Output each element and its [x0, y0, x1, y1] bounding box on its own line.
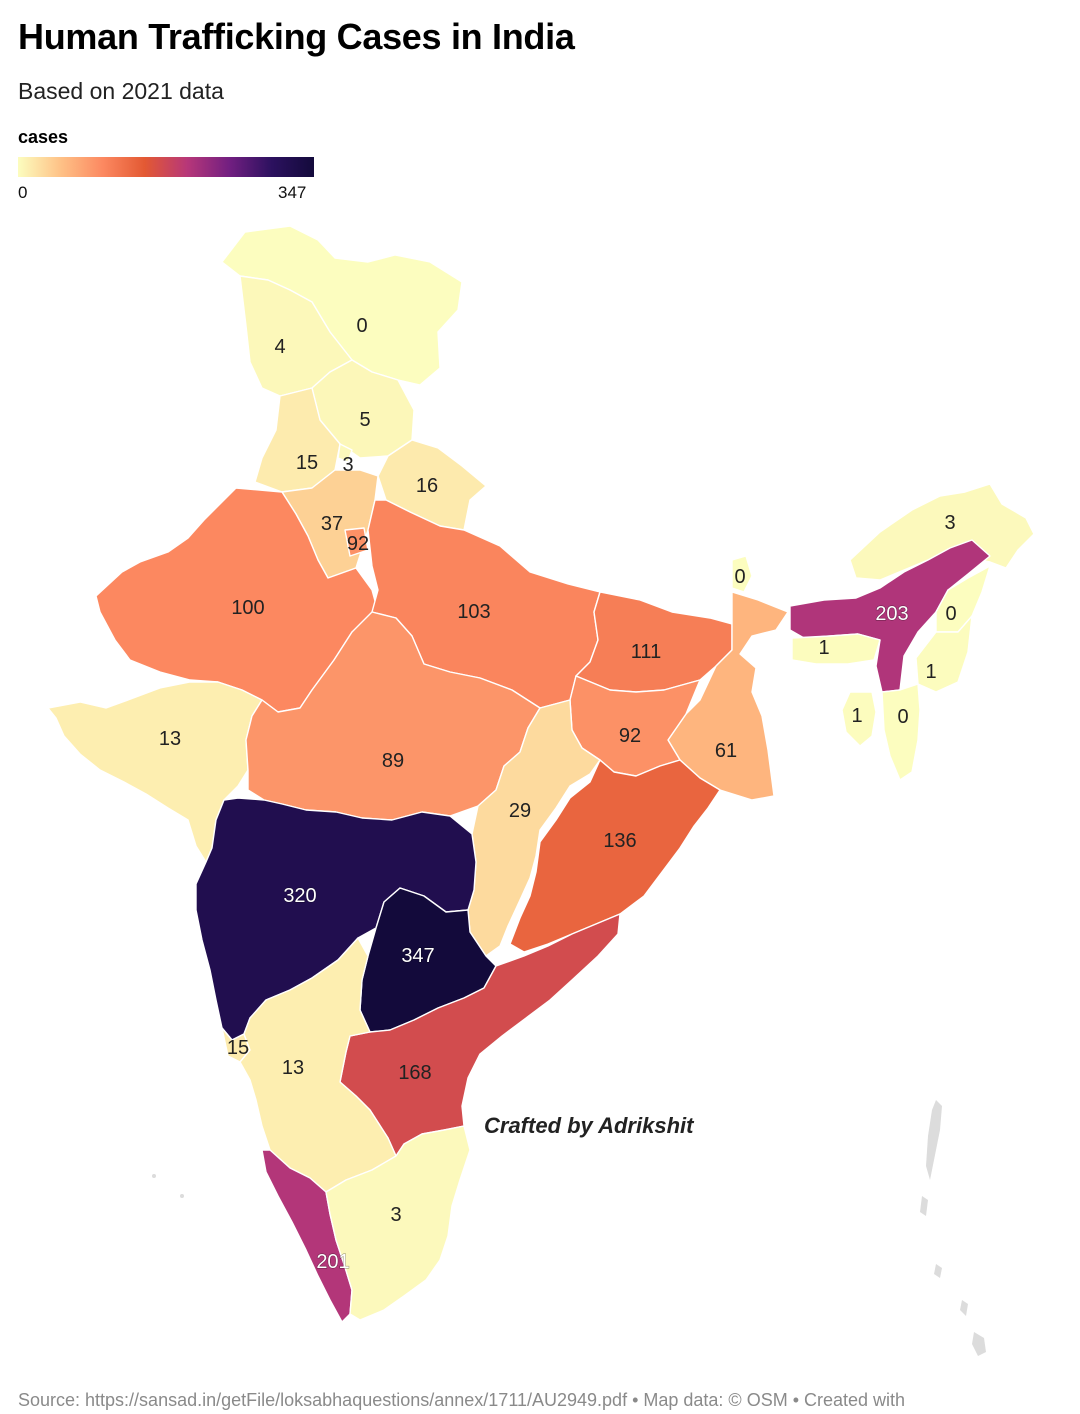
island-shape: [960, 1300, 968, 1316]
credit-text: Crafted by Adrikshit: [484, 1113, 694, 1138]
region-value-label-tripura: 1: [851, 705, 862, 727]
region-chandigarh[interactable]: [337, 443, 353, 463]
source-footer: Source: https://sansad.in/getFile/loksab…: [18, 1390, 906, 1410]
region-delhi[interactable]: [344, 527, 369, 557]
island-shape: [920, 1196, 928, 1216]
region-value-label-sikkim: 0: [734, 566, 745, 588]
region-sikkim[interactable]: [731, 555, 753, 593]
region-value-label-uttar-pradesh: 103: [457, 601, 490, 623]
region-value-label-ladakh: 0: [356, 315, 367, 337]
legend-color-bar: [18, 157, 314, 177]
region-value-label-rajasthan: 100: [231, 597, 264, 619]
regions-layer: [47, 225, 1035, 1323]
region-value-label-madhya-pradesh: 89: [382, 750, 404, 772]
region-value-label-karnataka: 13: [282, 1057, 304, 1079]
region-value-label-west-bengal: 61: [715, 740, 737, 762]
legend-title: cases: [18, 127, 69, 147]
region-value-label-bihar: 111: [631, 641, 661, 663]
island-shape: [152, 1174, 156, 1178]
region-manipur[interactable]: [915, 615, 973, 693]
chart-title: Human Trafficking Cases in India: [18, 16, 575, 57]
region-value-label-assam: 203: [875, 603, 908, 625]
region-value-label-jammu-kashmir: 4: [274, 336, 285, 358]
region-value-label-telangana: 347: [401, 945, 434, 967]
chart-subtitle: Based on 2021 data: [18, 78, 224, 104]
region-value-label-nagaland: 0: [945, 603, 956, 625]
region-value-label-mizoram: 0: [897, 706, 908, 728]
region-value-label-meghalaya: 1: [818, 637, 829, 659]
island-shape: [926, 1100, 942, 1180]
region-value-label-arunachal: 3: [944, 512, 955, 534]
region-value-label-kerala: 201: [316, 1251, 349, 1273]
region-meghalaya[interactable]: [791, 633, 881, 665]
region-west-bengal[interactable]: [667, 591, 789, 801]
region-tamil-nadu[interactable]: [325, 1125, 471, 1321]
island-shape: [972, 1332, 986, 1356]
region-value-label-odisha: 136: [603, 830, 636, 852]
region-value-label-chandigarh: 3: [342, 454, 353, 476]
region-tripura[interactable]: [841, 691, 877, 747]
island-shape: [934, 1264, 942, 1278]
region-value-label-tamil-nadu: 3: [390, 1204, 401, 1226]
region-value-label-chhattisgarh: 29: [509, 800, 531, 822]
legend-max-label: 347: [278, 183, 307, 202]
region-karnataka[interactable]: [239, 937, 397, 1193]
region-value-label-jharkhand: 92: [619, 725, 641, 747]
region-value-label-andhra-pradesh: 168: [398, 1062, 431, 1084]
region-value-label-haryana: 37: [321, 513, 343, 535]
region-value-label-punjab: 15: [296, 452, 318, 474]
island-shape: [180, 1194, 184, 1198]
andaman-nicobar-islands: [152, 1100, 986, 1356]
region-value-label-manipur: 1: [925, 661, 936, 683]
region-value-label-delhi: 92: [347, 533, 369, 555]
region-value-label-goa: 15: [227, 1037, 249, 1059]
region-value-label-maharashtra: 320: [283, 885, 316, 907]
region-value-label-himachal: 5: [359, 409, 370, 431]
region-mizoram[interactable]: [881, 683, 921, 781]
region-uttarakhand[interactable]: [377, 439, 487, 531]
region-value-label-uttarakhand: 16: [416, 475, 438, 497]
region-value-label-gujarat: 13: [159, 728, 181, 750]
legend-min-label: 0: [18, 183, 28, 202]
